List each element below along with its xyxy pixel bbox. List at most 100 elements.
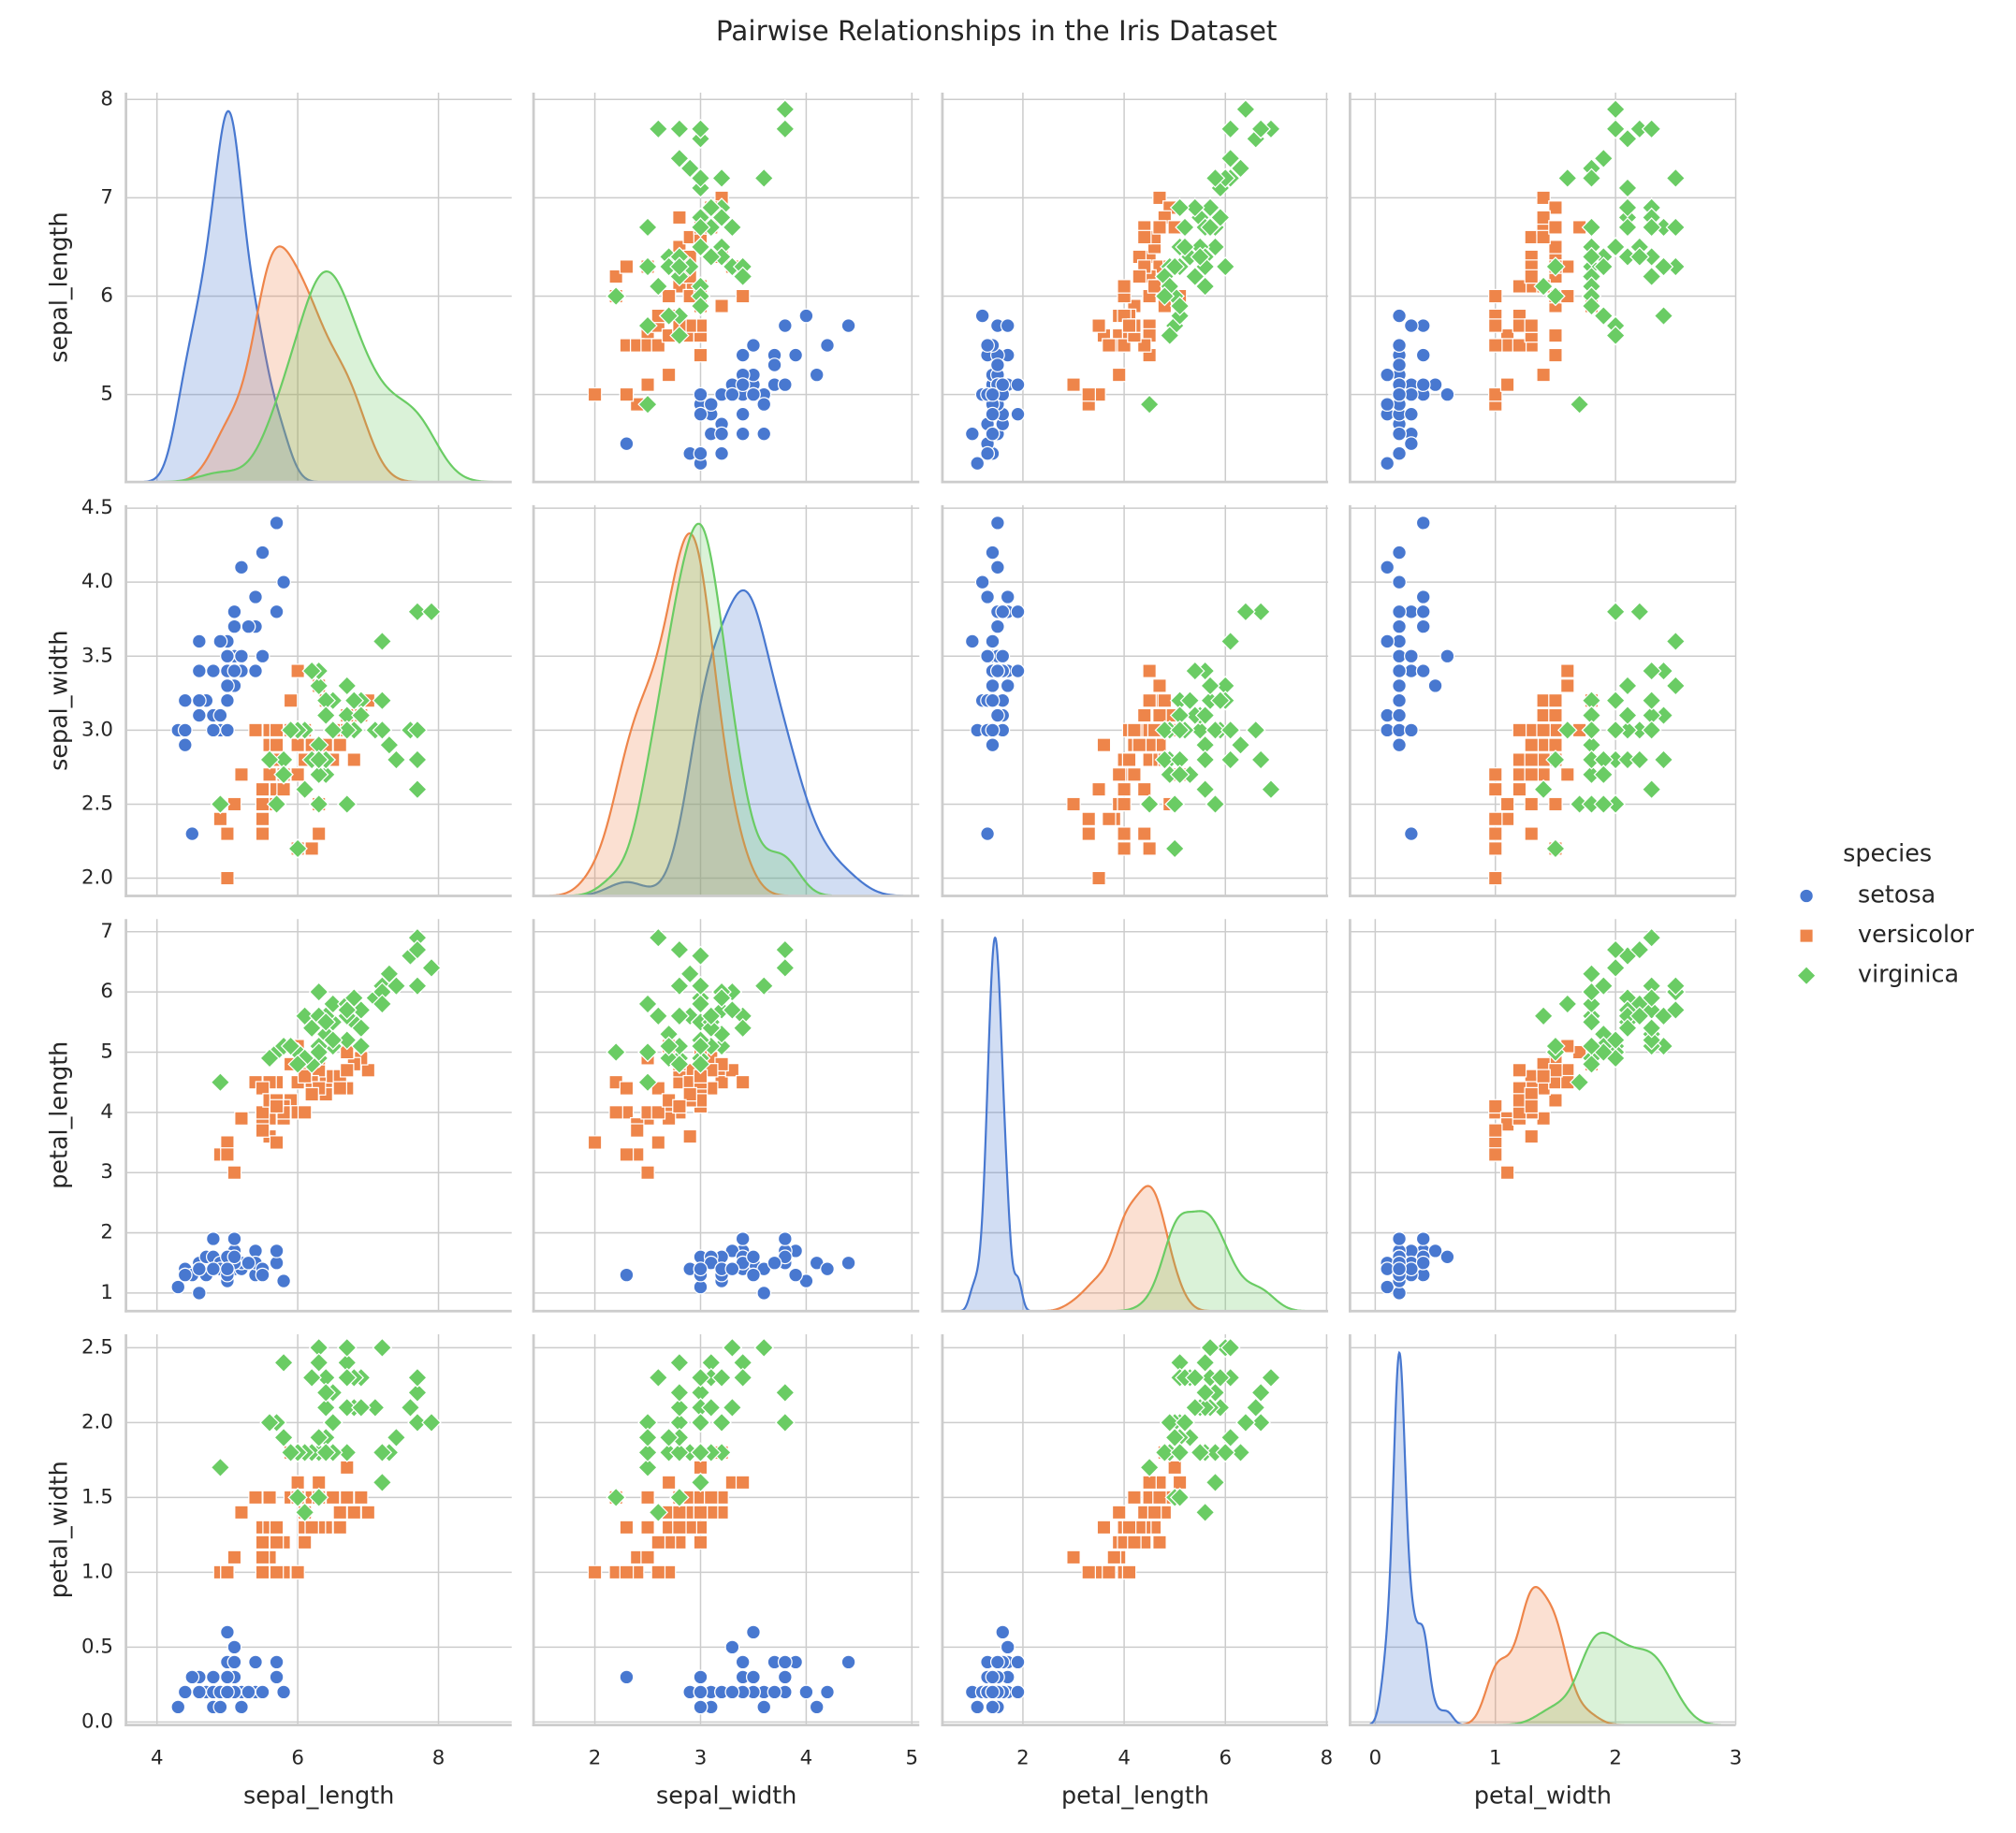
point <box>308 749 329 770</box>
point <box>1081 826 1097 841</box>
point <box>322 1029 343 1051</box>
point <box>255 811 270 827</box>
kde-area <box>143 110 318 483</box>
point <box>1536 1069 1551 1084</box>
point <box>1617 217 1638 238</box>
point <box>340 1490 355 1506</box>
y-tick-label: 1 <box>100 1281 113 1304</box>
point <box>1403 826 1419 841</box>
point <box>1536 707 1551 723</box>
point <box>985 737 1001 753</box>
point <box>1499 1165 1515 1180</box>
point <box>340 1063 355 1078</box>
point <box>1548 692 1563 708</box>
kde-area <box>170 246 418 483</box>
point <box>212 811 228 827</box>
point <box>210 793 231 815</box>
point <box>1641 217 1662 238</box>
x-tick-label: 8 <box>1321 1746 1334 1769</box>
point <box>704 1490 719 1506</box>
point <box>1091 870 1106 886</box>
point <box>1392 545 1407 560</box>
point <box>311 826 327 841</box>
point <box>1220 631 1241 652</box>
point <box>337 1442 358 1463</box>
point <box>421 1412 442 1433</box>
point <box>1261 1367 1281 1389</box>
point <box>669 1442 690 1463</box>
point <box>1629 1006 1650 1026</box>
y-axis-label: sepal_width <box>45 631 73 771</box>
point <box>1512 1105 1527 1120</box>
point <box>1641 690 1662 711</box>
point <box>280 1036 301 1056</box>
point <box>714 445 729 461</box>
kde-curve <box>1111 1210 1309 1313</box>
point <box>255 1123 270 1138</box>
point <box>346 752 362 767</box>
point <box>820 1684 835 1700</box>
point <box>1524 737 1540 752</box>
point <box>255 1684 270 1700</box>
point <box>308 982 329 1002</box>
point <box>1106 1549 1122 1565</box>
point <box>1548 240 1563 255</box>
point <box>1512 722 1527 738</box>
point <box>648 1367 669 1389</box>
point <box>1524 796 1540 812</box>
point <box>669 325 690 346</box>
point <box>693 1261 709 1277</box>
point <box>1499 377 1515 392</box>
point <box>220 1261 235 1277</box>
point <box>1617 676 1638 696</box>
point <box>1160 1412 1180 1433</box>
point <box>269 1654 285 1670</box>
point <box>980 648 995 664</box>
point <box>648 927 669 948</box>
kde-curve <box>1462 1585 1625 1726</box>
point <box>1147 279 1162 294</box>
point <box>820 1261 835 1277</box>
point <box>1403 318 1419 333</box>
point <box>619 1564 635 1580</box>
point <box>619 1520 635 1535</box>
y-tick-label: 4 <box>100 1100 113 1124</box>
point <box>980 826 995 841</box>
point <box>1205 237 1226 257</box>
point <box>337 1029 358 1051</box>
point <box>1380 397 1395 413</box>
point <box>1175 1412 1195 1433</box>
point <box>1235 1412 1256 1433</box>
point <box>637 1442 658 1463</box>
point <box>1157 692 1173 708</box>
point <box>407 1382 428 1404</box>
point <box>1524 752 1540 767</box>
point <box>1487 288 1503 304</box>
point <box>669 1054 690 1075</box>
y-axis-label: petal_length <box>45 1041 73 1189</box>
point <box>226 604 242 619</box>
point <box>777 1669 793 1685</box>
point <box>177 1267 193 1283</box>
point <box>1557 167 1578 189</box>
point <box>1581 1036 1602 1056</box>
point <box>974 308 990 324</box>
point <box>735 1231 751 1246</box>
point <box>753 1337 775 1359</box>
point <box>1102 338 1117 353</box>
point <box>775 99 796 120</box>
y-tick-label: 2.0 <box>81 866 113 890</box>
point <box>964 633 980 649</box>
y-tick-label: 2.0 <box>81 1410 113 1433</box>
point <box>690 1412 711 1433</box>
point <box>287 838 308 859</box>
x-tick-label: 6 <box>291 1746 304 1769</box>
point <box>255 1549 270 1565</box>
point <box>269 1135 285 1150</box>
point <box>1152 220 1167 235</box>
point <box>1136 229 1152 245</box>
point <box>1548 347 1563 363</box>
point <box>1524 229 1540 245</box>
point <box>1392 737 1407 753</box>
point <box>1215 256 1236 277</box>
